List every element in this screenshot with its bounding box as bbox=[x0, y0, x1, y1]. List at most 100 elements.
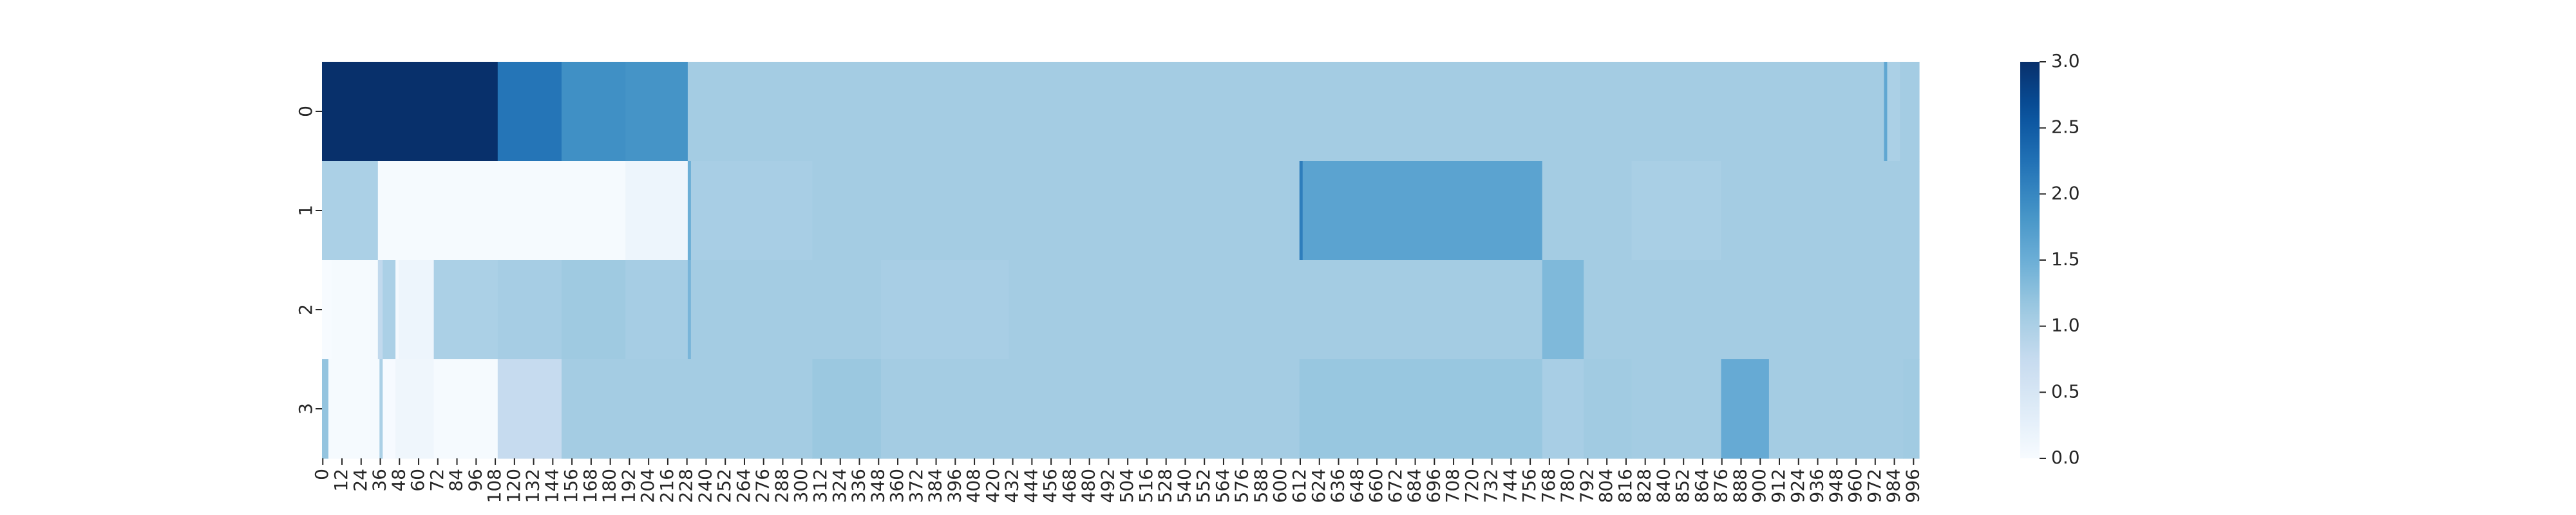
x-tick-label: 828 bbox=[1634, 469, 1655, 503]
heatmap-cell-row3-seg1 bbox=[328, 359, 380, 459]
heatmap-cell-row2-seg3 bbox=[383, 260, 396, 360]
heatmap-cell-row3-seg2 bbox=[379, 359, 383, 459]
x-tick-label: 948 bbox=[1825, 469, 1846, 503]
heatmap-cell-row3-seg16 bbox=[1903, 359, 1920, 459]
heatmap-cell-row3-seg6 bbox=[497, 359, 562, 459]
heatmap-cell-row2-seg11 bbox=[690, 260, 882, 360]
x-tick-label: 744 bbox=[1499, 469, 1520, 503]
x-tick-label: 540 bbox=[1173, 469, 1195, 503]
x-tick-label: 864 bbox=[1691, 469, 1712, 503]
x-tick-label: 420 bbox=[982, 469, 1003, 503]
heatmap-cell-row3-seg15 bbox=[1768, 359, 1904, 459]
heatmap-cell-row0-seg3 bbox=[625, 62, 688, 162]
x-tick-label: 768 bbox=[1538, 469, 1559, 503]
heatmap-cell-row1-seg0 bbox=[322, 161, 379, 261]
x-tick-label: 912 bbox=[1768, 469, 1789, 503]
heatmap-cell-row0-seg1 bbox=[497, 62, 562, 162]
x-tick-label: 816 bbox=[1615, 469, 1636, 503]
x-tick-label: 408 bbox=[963, 469, 984, 503]
x-tick-label: 936 bbox=[1806, 469, 1828, 503]
heatmap-cell-row2-seg0 bbox=[322, 260, 332, 360]
y-tick-label: 1 bbox=[295, 205, 316, 216]
x-tick-label: 876 bbox=[1710, 469, 1732, 503]
heatmap-cell-row1-seg7 bbox=[1302, 161, 1543, 261]
heatmap-cell-row2-seg10 bbox=[687, 260, 692, 360]
x-tick-label: 396 bbox=[943, 469, 965, 503]
x-tick-label: 252 bbox=[714, 469, 735, 503]
x-tick-label: 72 bbox=[426, 469, 448, 492]
x-tick-label: 432 bbox=[1001, 469, 1023, 503]
x-tick-label: 348 bbox=[867, 469, 888, 503]
y-axis: 0 1 2 3 bbox=[295, 106, 322, 415]
colorbar-tick-label: 1.0 bbox=[2051, 315, 2080, 336]
x-tick-label: 324 bbox=[829, 469, 850, 503]
colorbar-gradient bbox=[2020, 62, 2040, 458]
heatmap-cell-row3-seg8 bbox=[812, 359, 882, 459]
x-tick-label: 264 bbox=[733, 469, 754, 503]
x-tick-label: 216 bbox=[656, 469, 677, 503]
x-tick-label: 552 bbox=[1193, 469, 1214, 503]
x-tick-label: 660 bbox=[1365, 469, 1387, 503]
x-tick-label: 756 bbox=[1519, 469, 1540, 503]
colorbar-tick-label: 2.5 bbox=[2051, 117, 2080, 138]
x-tick-label: 120 bbox=[503, 469, 524, 503]
x-tick-label: 528 bbox=[1155, 469, 1176, 503]
heatmap-cell-row2-seg6 bbox=[433, 260, 498, 360]
x-tick-label: 804 bbox=[1595, 469, 1616, 503]
x-tick-label: 144 bbox=[541, 469, 562, 503]
heatmap-cell-row1-seg6 bbox=[1299, 161, 1303, 261]
y-tick-label: 2 bbox=[295, 304, 316, 315]
colorbar-tick-label: 1.5 bbox=[2051, 248, 2080, 270]
x-tick-label: 36 bbox=[369, 469, 390, 492]
x-tick-label: 924 bbox=[1787, 469, 1808, 503]
x-tick-label: 972 bbox=[1864, 469, 1885, 503]
x-tick-label: 600 bbox=[1269, 469, 1291, 503]
heatmap-cell-row1-seg4 bbox=[690, 161, 813, 261]
heatmap-cell-row2-seg4 bbox=[395, 260, 399, 360]
heatmap-cell-row3-seg10 bbox=[1299, 359, 1543, 459]
x-tick-label: 228 bbox=[676, 469, 697, 503]
colorbar-tick-label: 3.0 bbox=[2051, 50, 2080, 71]
heatmap-cell-row3-seg12 bbox=[1584, 359, 1633, 459]
heatmap-cell-row1-seg8 bbox=[1542, 161, 1633, 261]
x-tick-label: 708 bbox=[1442, 469, 1463, 503]
x-tick-label: 336 bbox=[848, 469, 869, 503]
y-tick-label: 0 bbox=[295, 106, 316, 117]
heatmap-cell-row2-seg7 bbox=[497, 260, 562, 360]
heatmap-cells bbox=[322, 62, 1920, 459]
x-tick-label: 900 bbox=[1748, 469, 1770, 503]
heatmap-cell-row2-seg13 bbox=[1009, 260, 1543, 360]
x-tick-label: 576 bbox=[1231, 469, 1253, 503]
heatmap-cell-row3-seg11 bbox=[1542, 359, 1584, 459]
x-tick-label: 288 bbox=[771, 469, 792, 503]
heatmap-cell-row3-seg0 bbox=[322, 359, 329, 459]
heatmap-cell-row3-seg7 bbox=[562, 359, 813, 459]
x-tick-label: 444 bbox=[1020, 469, 1041, 503]
x-tick-label: 12 bbox=[330, 469, 352, 492]
x-tick-label: 984 bbox=[1883, 469, 1904, 503]
heatmap-cell-row0-seg4 bbox=[687, 62, 1885, 162]
x-tick-label: 0 bbox=[311, 469, 332, 480]
x-tick-label: 372 bbox=[905, 469, 927, 503]
heatmap-cell-row3-seg5 bbox=[433, 359, 498, 459]
x-axis: 0122436486072849610812013214415616818019… bbox=[311, 458, 1923, 503]
x-tick-label: 312 bbox=[810, 469, 831, 503]
y-tick-label: 3 bbox=[295, 403, 316, 415]
x-tick-label: 240 bbox=[694, 469, 715, 503]
heatmap-cell-row1-seg3 bbox=[687, 161, 692, 261]
x-tick-label: 492 bbox=[1097, 469, 1118, 503]
heatmap-cell-row1-seg5 bbox=[812, 161, 1300, 261]
heatmap-cell-row2-seg5 bbox=[399, 260, 435, 360]
heatmap-cell-row1-seg10 bbox=[1721, 161, 1920, 261]
x-tick-label: 168 bbox=[580, 469, 601, 503]
x-tick-label: 852 bbox=[1672, 469, 1693, 503]
x-tick-label: 792 bbox=[1576, 469, 1597, 503]
x-tick-label: 780 bbox=[1557, 469, 1578, 503]
x-tick-label: 300 bbox=[790, 469, 811, 503]
x-tick-label: 48 bbox=[388, 469, 409, 492]
x-tick-label: 84 bbox=[446, 469, 467, 492]
x-tick-label: 732 bbox=[1481, 469, 1502, 503]
x-tick-label: 60 bbox=[407, 469, 428, 492]
x-tick-label: 996 bbox=[1902, 469, 1923, 503]
